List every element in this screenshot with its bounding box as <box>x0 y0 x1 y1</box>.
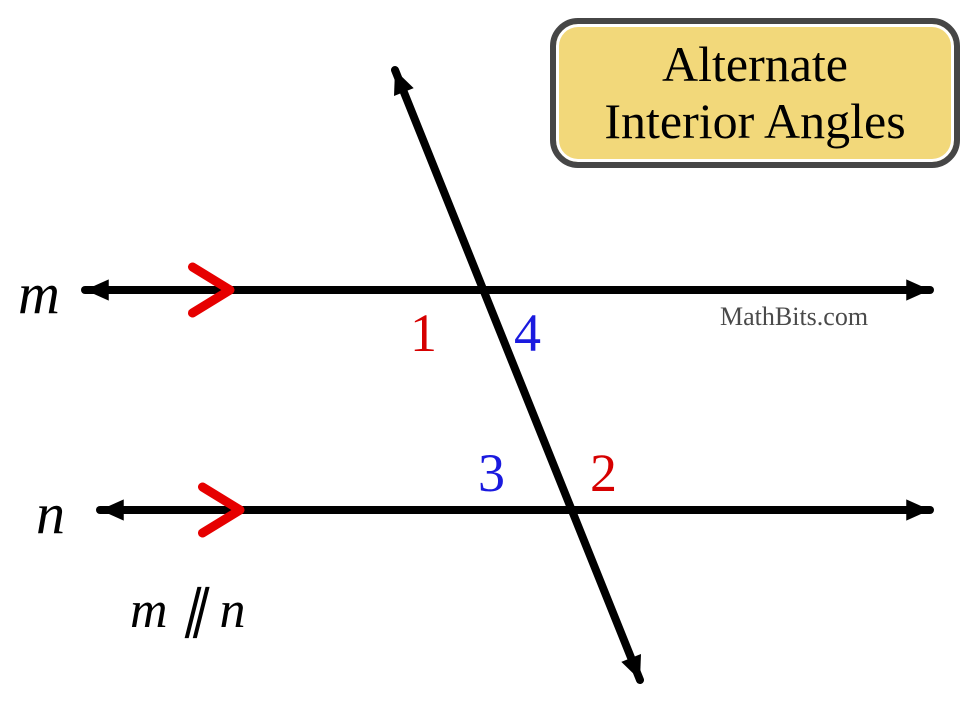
angle-2-label: 2 <box>590 442 617 504</box>
angle-4-label: 4 <box>514 302 541 364</box>
angle-1-label: 1 <box>410 302 437 364</box>
angle-3-label: 3 <box>478 442 505 504</box>
line-n-label: n <box>36 480 65 547</box>
line-m-label: m <box>18 260 60 327</box>
attribution-text: MathBits.com <box>720 302 868 332</box>
parallel-statement: m ∥ n <box>130 580 246 640</box>
